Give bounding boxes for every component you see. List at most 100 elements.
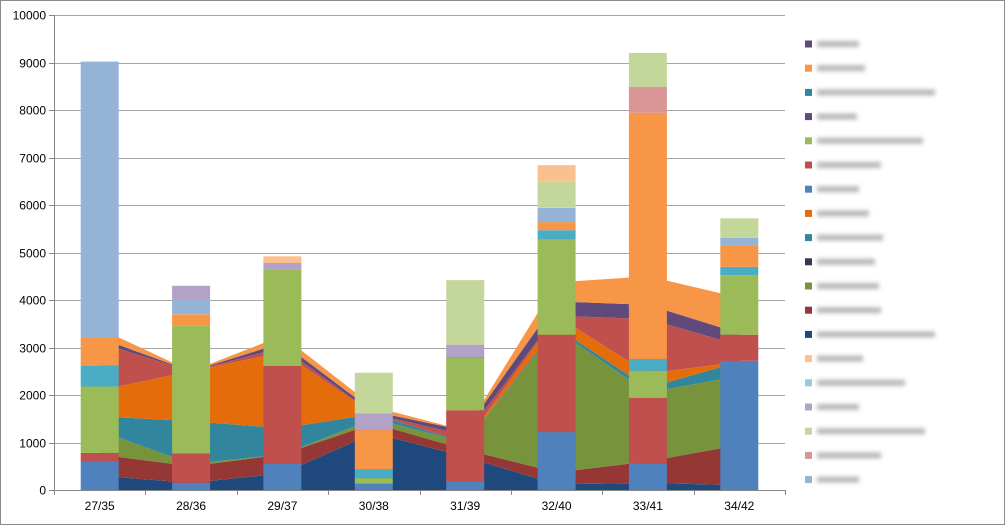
legend-entry (805, 137, 923, 145)
bar-segment (80, 461, 119, 490)
bar-segment (720, 266, 759, 276)
bar-segment (628, 358, 667, 371)
bar-segment (537, 432, 576, 490)
bar-segment (537, 230, 576, 240)
bar-segment (263, 366, 302, 464)
y-tick-label: 3000 (19, 342, 46, 356)
legend-label-redacted (817, 234, 883, 241)
legend-swatch (805, 209, 812, 217)
legend-label-redacted (817, 89, 935, 96)
legend-swatch (805, 403, 812, 411)
bar-series-layer (80, 53, 759, 490)
legend-swatch (805, 113, 812, 121)
legend-entry (805, 258, 875, 266)
area-series-7 (99, 276, 740, 431)
legend-entry (805, 161, 881, 169)
legend-entry (805, 113, 857, 121)
legend-swatch (805, 40, 812, 48)
bar-segment (537, 165, 576, 182)
x-tick-label: 31/39 (450, 499, 480, 513)
bar-segment (446, 344, 485, 357)
legend-entry (805, 234, 883, 242)
x-tick-label: 29/37 (267, 499, 297, 513)
legend-entry (805, 476, 859, 484)
bar-segment (80, 386, 119, 453)
legend-label-redacted (817, 283, 879, 289)
legend-label-redacted (817, 186, 859, 193)
legend-entry (805, 355, 863, 363)
y-tick-label: 9000 (19, 57, 46, 71)
bar-segment (172, 453, 211, 483)
bar-segment (172, 314, 211, 326)
legend-swatch (805, 88, 812, 96)
legend-label-redacted (817, 137, 923, 144)
bar-segment (446, 410, 485, 482)
legend-swatch (805, 427, 812, 435)
legend-entry (805, 88, 935, 96)
bar-segment (446, 481, 485, 490)
legend-entry (805, 282, 879, 290)
legend-swatch (805, 355, 812, 363)
area-series-1 (99, 423, 740, 486)
y-tick-label: 0 (39, 484, 46, 498)
x-tick-label: 28/36 (176, 499, 206, 513)
bar-segment (354, 413, 393, 431)
legend-label-redacted (817, 307, 881, 314)
bar-segment (263, 269, 302, 366)
y-tick-label: 10000 (13, 9, 47, 23)
bar-segment (354, 483, 393, 490)
legend-entry (805, 330, 935, 338)
bar-segment (720, 360, 759, 490)
area-series-6 (99, 301, 740, 436)
bar-segment (354, 469, 393, 479)
area-series-5 (99, 315, 740, 443)
bar-segment (720, 275, 759, 335)
legend-swatch (805, 185, 812, 193)
bar-segment (446, 357, 485, 358)
x-tick-label: 33/41 (633, 499, 663, 513)
bar-segment (628, 53, 667, 87)
legend-entry (805, 427, 925, 435)
bar-segment (720, 218, 759, 238)
legend-label-redacted (817, 258, 875, 265)
x-tick-label: 34/42 (724, 499, 754, 513)
legend-swatch (805, 282, 812, 290)
legend-entry (805, 306, 881, 314)
y-tick-label: 1000 (19, 437, 46, 451)
area-series-2 (99, 329, 740, 473)
legend-swatch (805, 234, 812, 242)
bar-segment (80, 452, 119, 462)
legend-swatch (805, 258, 812, 266)
bar-segment (628, 397, 667, 464)
y-tick-label: 4000 (19, 294, 46, 308)
legend-label-redacted (817, 476, 859, 483)
legend-swatch (805, 137, 812, 145)
legend-label-redacted (817, 331, 935, 338)
axes: 0 1000 2000 3000 4000 5000 6000 7000 8000 9000 100… (13, 9, 786, 513)
y-tick-label: 7000 (19, 152, 46, 166)
bar-segment (628, 463, 667, 490)
area-series-layer (99, 276, 740, 490)
bar-segment (720, 237, 759, 246)
bar-segment (720, 334, 759, 361)
bar-segment (628, 370, 667, 398)
y-tick-label: 2000 (19, 389, 46, 403)
x-tick-label: 27/35 (85, 499, 115, 513)
area-series-4 (99, 315, 740, 443)
bar-segment (537, 207, 576, 223)
legend-label-redacted (817, 379, 905, 386)
legend-label-redacted (817, 355, 863, 362)
bar-segment (537, 222, 576, 231)
bar-segment (628, 86, 667, 113)
legend-label-redacted (817, 162, 881, 168)
bar-segment (263, 263, 302, 270)
area-series-3 (99, 327, 740, 464)
legend-label-redacted (817, 428, 925, 435)
bar-segment (446, 280, 485, 345)
bar-segment (80, 365, 119, 387)
legend-entry (805, 451, 881, 459)
legend-swatch (805, 476, 812, 484)
legend-label-redacted (817, 210, 869, 217)
bar-segment (172, 285, 211, 300)
